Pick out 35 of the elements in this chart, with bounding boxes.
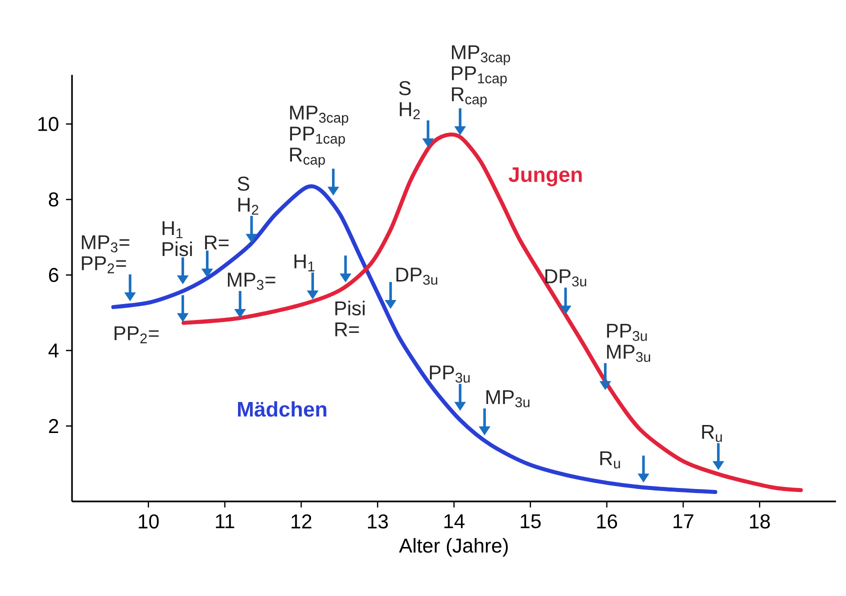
annotation: MP$_{3}$= PP$_{2}$= xyxy=(82,235,130,274)
x-tick-label: 11 xyxy=(216,514,234,528)
annotation: PP$_{3u}$ xyxy=(430,366,470,383)
series-label: Jungen xyxy=(508,167,582,186)
y-tick-label: 8 xyxy=(48,192,58,207)
y-tick-label: 10 xyxy=(38,116,58,132)
x-tick-label: 13 xyxy=(368,514,388,529)
annotation: MP$_{3cap}$ PP$_{1cap}$ R$_{cap}$ xyxy=(290,106,348,168)
annotation: R= xyxy=(205,236,229,250)
x-tick-label: 17 xyxy=(674,514,694,528)
annotation: R$_{u}$ xyxy=(600,451,620,468)
annotation: R$_{u}$ xyxy=(702,424,722,442)
annotation: S H$_{2}$ xyxy=(238,176,258,215)
annotation: MP$_{3}$= xyxy=(228,272,276,290)
y-tick-label: 4 xyxy=(48,344,59,358)
annotation: PP$_{3u}$ MP$_{3u}$ xyxy=(607,324,650,362)
annotation: H$_{1}$ Pisi xyxy=(162,221,192,256)
annotation: PP$_{2}$= xyxy=(114,326,159,344)
y-tick-label: 6 xyxy=(49,268,58,282)
x-axis-title: Alter (Jahre) xyxy=(399,538,508,557)
x-tick-label: 18 xyxy=(750,514,770,529)
annotation: H$_{1}$ xyxy=(294,254,314,272)
annotation: DP$_{3u}$ xyxy=(396,268,438,285)
annotation: S H$_{2}$ xyxy=(399,81,420,120)
y-tick-label: 2 xyxy=(49,419,58,433)
annotation: Pisi R= xyxy=(335,300,365,336)
x-tick-label: 12 xyxy=(292,514,312,528)
text: Mädchen xyxy=(238,401,326,417)
x-tick-label: 10 xyxy=(138,514,159,529)
annotation: DP$_{3u}$ xyxy=(545,269,586,286)
annotation: MP$_{3cap}$ PP$_{1cap}$ R$_{cap}$ xyxy=(452,45,510,108)
x-tick-label: 16 xyxy=(597,514,618,529)
x-tick-label: 15 xyxy=(520,514,541,528)
annotation: MP$_{3u}$ xyxy=(486,390,530,408)
x-tick-label: 14 xyxy=(444,514,465,528)
